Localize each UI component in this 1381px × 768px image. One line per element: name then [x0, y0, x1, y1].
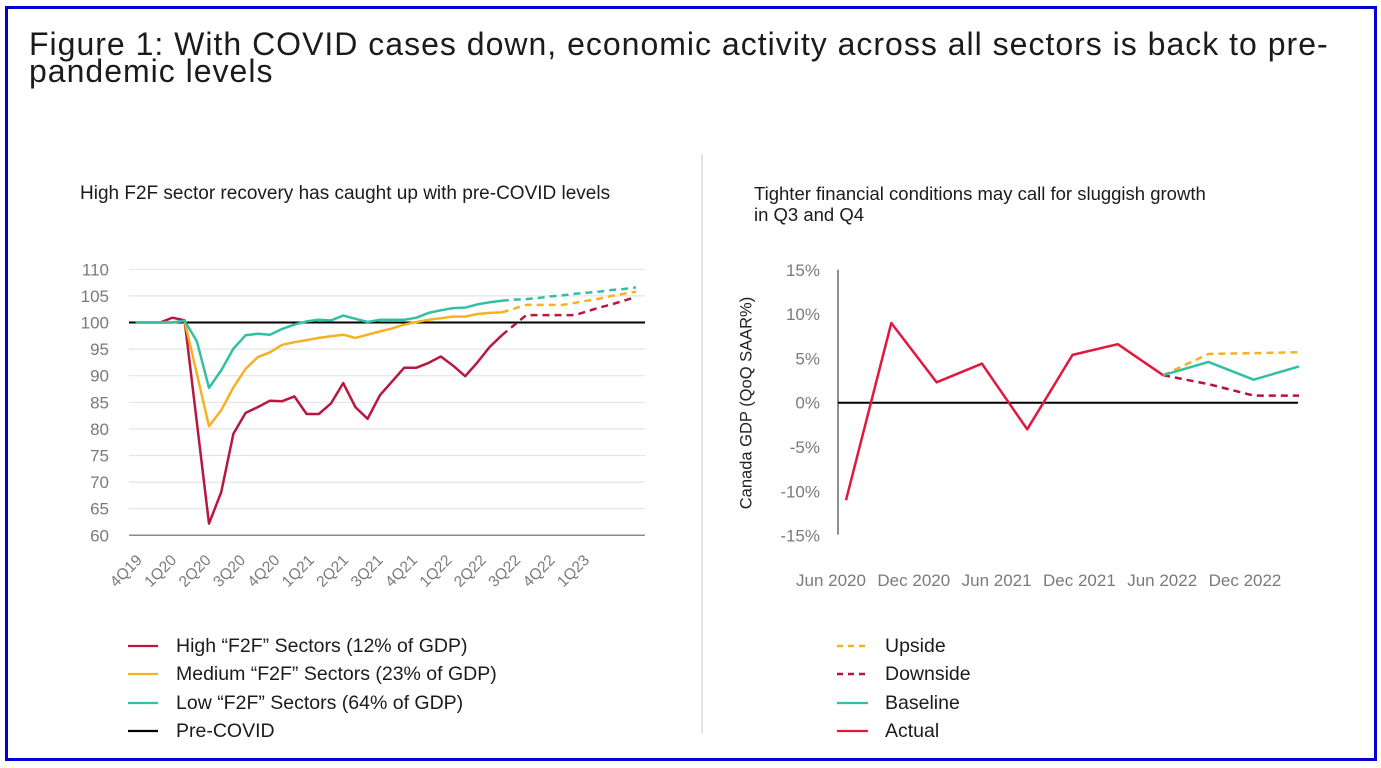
- low-f2f-forecast-line: [501, 286, 637, 302]
- y-tick-label: 65: [90, 500, 109, 519]
- y-tick-label: 15%: [786, 261, 820, 280]
- x-tick-label: 4Q19: [107, 552, 146, 591]
- x-tick-label: 4Q21: [382, 552, 421, 591]
- right-y-axis-title: Canada GDP (QoQ SAAR%): [737, 297, 755, 509]
- low-f2f-series-line: [135, 299, 502, 390]
- y-tick-label: 0%: [795, 394, 820, 413]
- legend-item-upside: Upside: [837, 634, 946, 658]
- y-tick-label: 100: [81, 314, 109, 333]
- y-tick-label: 85: [90, 393, 109, 412]
- medium-f2f-forecast-line: [501, 290, 637, 314]
- x-tick-label: 2Q20: [176, 552, 215, 591]
- y-tick-label: 60: [90, 526, 109, 545]
- legend-swatch-high-f2f: [128, 644, 158, 648]
- downside-series-line: [1162, 373, 1299, 397]
- y-tick-label: -5%: [790, 438, 820, 457]
- left-y-axis: 60 65 70 75 80 85 90 95 100 105 110: [81, 260, 109, 545]
- legend-swatch-baseline: [837, 701, 868, 705]
- legend-label: Low “F2F” Sectors (64% of GDP): [176, 692, 464, 714]
- right-chart-title: Tighter financial conditions may call fo…: [754, 183, 1206, 225]
- legend-label: Medium “F2F” Sectors (23% of GDP): [176, 663, 497, 685]
- right-x-axis: Jun 2020 Dec 2020 Jun 2021 Dec 2021 Jun 2022…: [796, 571, 1281, 590]
- y-tick-label: 110: [82, 260, 109, 279]
- right-series: [844, 321, 1300, 501]
- left-x-axis: 4Q191Q202Q203Q204Q201Q212Q213Q214Q211Q22…: [107, 552, 593, 591]
- legend-item-baseline: Baseline: [837, 691, 960, 715]
- y-tick-label: 105: [81, 287, 109, 306]
- x-tick-label: 3Q21: [348, 552, 387, 591]
- y-tick-label: -15%: [780, 527, 820, 546]
- right-chart: -15%-10%-5%0%5%10%15% Jun 2020 Dec 2020 Ju…: [737, 261, 1300, 590]
- y-tick-label: 10%: [786, 305, 820, 324]
- left-chart-title: High F2F sector recovery has caught up w…: [80, 183, 611, 204]
- right-y-axis: -15% -10% -5% 0% 5% 10% 15%: [780, 261, 820, 546]
- upside-series-line: [1162, 350, 1300, 377]
- actual-series-line: [844, 321, 1164, 501]
- legend-item-downside: Downside: [837, 662, 971, 686]
- x-tick-label: 2Q21: [313, 552, 352, 591]
- x-tick-label: 3Q20: [210, 552, 249, 591]
- high-f2f-series-line: [135, 316, 503, 525]
- high-f2f-forecast-line: [501, 295, 637, 337]
- legend-swatch-pre-covid: [128, 729, 158, 733]
- legend-item-high-f2f: High “F2F” Sectors (12% of GDP): [128, 634, 468, 658]
- legend-label: Downside: [885, 663, 971, 685]
- legend-swatch-medium-f2f: [128, 672, 158, 676]
- y-tick-label: -10%: [780, 482, 820, 501]
- x-tick-label: 4Q20: [245, 552, 284, 591]
- x-tick-label: 2Q22: [451, 552, 490, 591]
- x-tick-label: Dec 2021: [1043, 571, 1116, 590]
- figure-frame: [5, 6, 1377, 761]
- figure-title-line-1: Figure 1: With COVID cases down, economi…: [29, 26, 1329, 62]
- baseline-series-line: [1162, 360, 1300, 381]
- legend-swatch-actual: [837, 729, 868, 733]
- y-tick-label: 75: [90, 447, 109, 466]
- legend-label: High “F2F” Sectors (12% of GDP): [176, 635, 468, 657]
- y-tick-label: 70: [90, 473, 109, 492]
- legend-label: Pre-COVID: [176, 720, 275, 742]
- y-tick-label: 5%: [795, 349, 820, 368]
- x-tick-label: 1Q23: [554, 552, 593, 591]
- legend-swatch-low-f2f: [128, 701, 158, 705]
- x-tick-label: 1Q21: [279, 552, 318, 591]
- right-axes: [837, 269, 1298, 535]
- x-tick-label: 3Q22: [485, 552, 524, 591]
- y-tick-label: 95: [90, 340, 109, 359]
- figure-title-line-2: pandemic levels: [29, 53, 274, 89]
- y-tick-label: 80: [90, 420, 109, 439]
- legend-item-pre-covid: Pre-COVID: [128, 719, 275, 743]
- x-tick-label: Dec 2022: [1209, 571, 1282, 590]
- x-tick-label: Jun 2020: [796, 571, 866, 590]
- x-tick-label: 4Q22: [520, 552, 559, 591]
- legend-label: Baseline: [885, 692, 960, 714]
- x-tick-label: 1Q20: [141, 552, 180, 591]
- legend-swatch-downside: [837, 672, 868, 676]
- figure-title: Figure 1: With COVID cases down, economi…: [29, 26, 1329, 89]
- legend-label: Upside: [885, 635, 946, 657]
- legend-label: Actual: [885, 720, 940, 742]
- left-series: [135, 286, 637, 525]
- x-tick-label: 1Q22: [417, 552, 456, 591]
- x-tick-label: Jun 2021: [962, 571, 1032, 590]
- legend-item-medium-f2f: Medium “F2F” Sectors (23% of GDP): [128, 662, 497, 686]
- medium-f2f-series-line: [135, 311, 502, 428]
- legend-item-low-f2f: Low “F2F” Sectors (64% of GDP): [128, 691, 463, 715]
- x-tick-label: Jun 2022: [1127, 571, 1197, 590]
- panel-divider: [701, 154, 703, 733]
- x-tick-label: Dec 2020: [877, 571, 950, 590]
- legend-item-actual: Actual: [837, 719, 939, 743]
- y-tick-label: 90: [90, 367, 109, 386]
- legend-swatch-upside: [837, 644, 868, 648]
